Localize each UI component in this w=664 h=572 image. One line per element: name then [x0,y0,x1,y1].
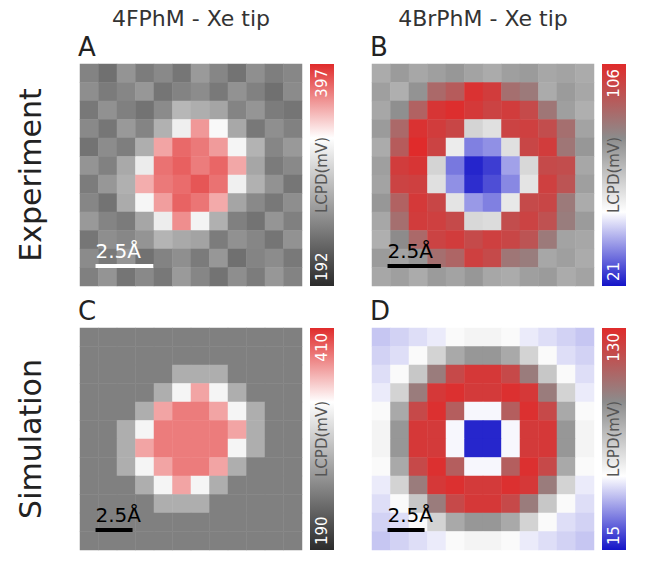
svg-text:LCPD(mV): LCPD(mV) [605,137,623,213]
svg-text:2.5Å: 2.5Å [388,239,434,263]
svg-text:Simulation: Simulation [13,359,48,519]
svg-text:130: 130 [605,333,623,362]
svg-text:LCPD(mV): LCPD(mV) [313,401,331,477]
svg-text:410: 410 [313,333,331,362]
svg-text:192: 192 [313,252,331,281]
svg-text:LCPD(mV): LCPD(mV) [605,401,623,477]
svg-text:4BrPhM - Xe tip: 4BrPhM - Xe tip [398,6,568,31]
svg-text:D: D [370,296,390,326]
svg-text:190: 190 [313,516,331,545]
svg-text:106: 106 [605,69,623,98]
svg-text:2.5Å: 2.5Å [96,239,142,263]
svg-text:2.5Å: 2.5Å [96,503,142,527]
svg-text:A: A [78,32,96,62]
svg-text:2.5Å: 2.5Å [388,503,434,527]
svg-text:15: 15 [605,526,623,545]
svg-text:B: B [370,32,388,62]
svg-text:397: 397 [313,69,331,98]
svg-text:4FPhM - Xe tip: 4FPhM - Xe tip [112,6,270,31]
svg-text:LCPD(mV): LCPD(mV) [313,137,331,213]
svg-text:Experiment: Experiment [13,88,48,262]
svg-text:21: 21 [605,262,623,281]
svg-text:C: C [78,296,96,326]
